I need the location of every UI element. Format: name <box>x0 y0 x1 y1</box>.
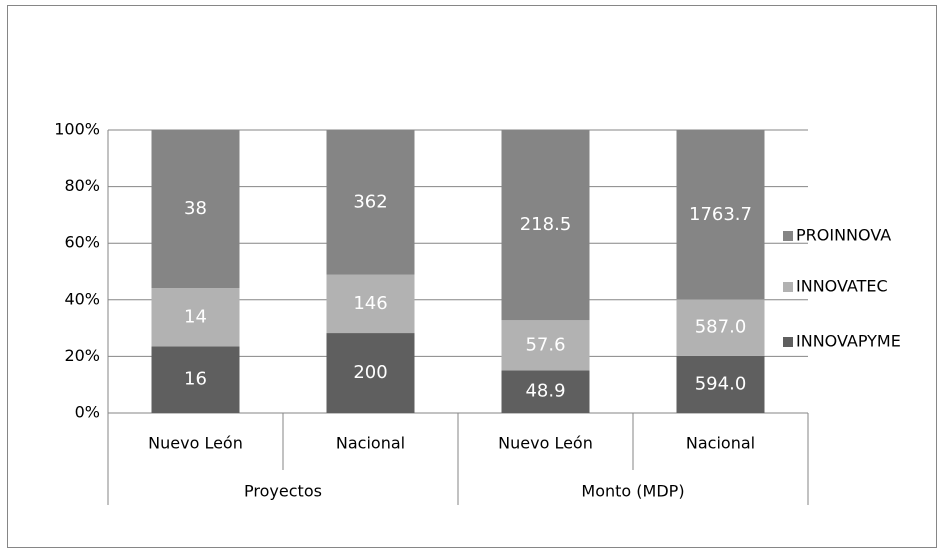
data-label: 38 <box>184 198 207 219</box>
bar-segment <box>151 130 240 289</box>
x-tick-label: Nuevo León <box>148 434 243 453</box>
y-tick-label: 0% <box>75 403 100 422</box>
legend-swatch <box>783 337 793 347</box>
legend-label: PROINNOVA <box>796 226 891 245</box>
data-label: 48.9 <box>525 381 565 402</box>
data-label: 587.0 <box>695 317 747 338</box>
bar-segment <box>501 370 590 413</box>
bar-segment <box>151 288 240 347</box>
bar-segment <box>501 320 590 371</box>
data-label: 594.0 <box>695 373 747 394</box>
group-label: Monto (MDP) <box>581 482 684 501</box>
data-label: 200 <box>353 362 387 383</box>
x-tick-label: Nacional <box>336 434 405 453</box>
bar-segment <box>326 274 415 334</box>
data-label: 16 <box>184 369 207 390</box>
bar-segment <box>151 346 240 413</box>
bar-segment <box>326 130 415 275</box>
bar-segment <box>676 299 765 356</box>
x-tick-label: Nuevo León <box>498 434 593 453</box>
data-label: 362 <box>353 191 387 212</box>
data-label: 57.6 <box>525 334 565 355</box>
legend-swatch <box>783 231 793 241</box>
y-tick-label: 40% <box>64 289 100 308</box>
bar-segment <box>676 130 765 300</box>
x-tick-label: Nacional <box>686 434 755 453</box>
data-label: 1763.7 <box>689 204 752 225</box>
legend-swatch <box>783 282 793 292</box>
legend-label: INNOVAPYME <box>796 332 901 351</box>
y-tick-label: 80% <box>64 176 100 195</box>
bar-segment <box>676 355 765 413</box>
group-label: Proyectos <box>244 482 322 501</box>
y-tick-label: 100% <box>54 120 100 139</box>
data-label: 14 <box>184 306 207 327</box>
y-tick-label: 60% <box>64 233 100 252</box>
legend-label: INNOVATEC <box>796 277 888 296</box>
y-tick-label: 20% <box>64 346 100 365</box>
bar-segment <box>326 333 415 413</box>
bar-segment <box>501 130 590 321</box>
data-label: 218.5 <box>520 214 572 235</box>
data-label: 146 <box>353 293 387 314</box>
